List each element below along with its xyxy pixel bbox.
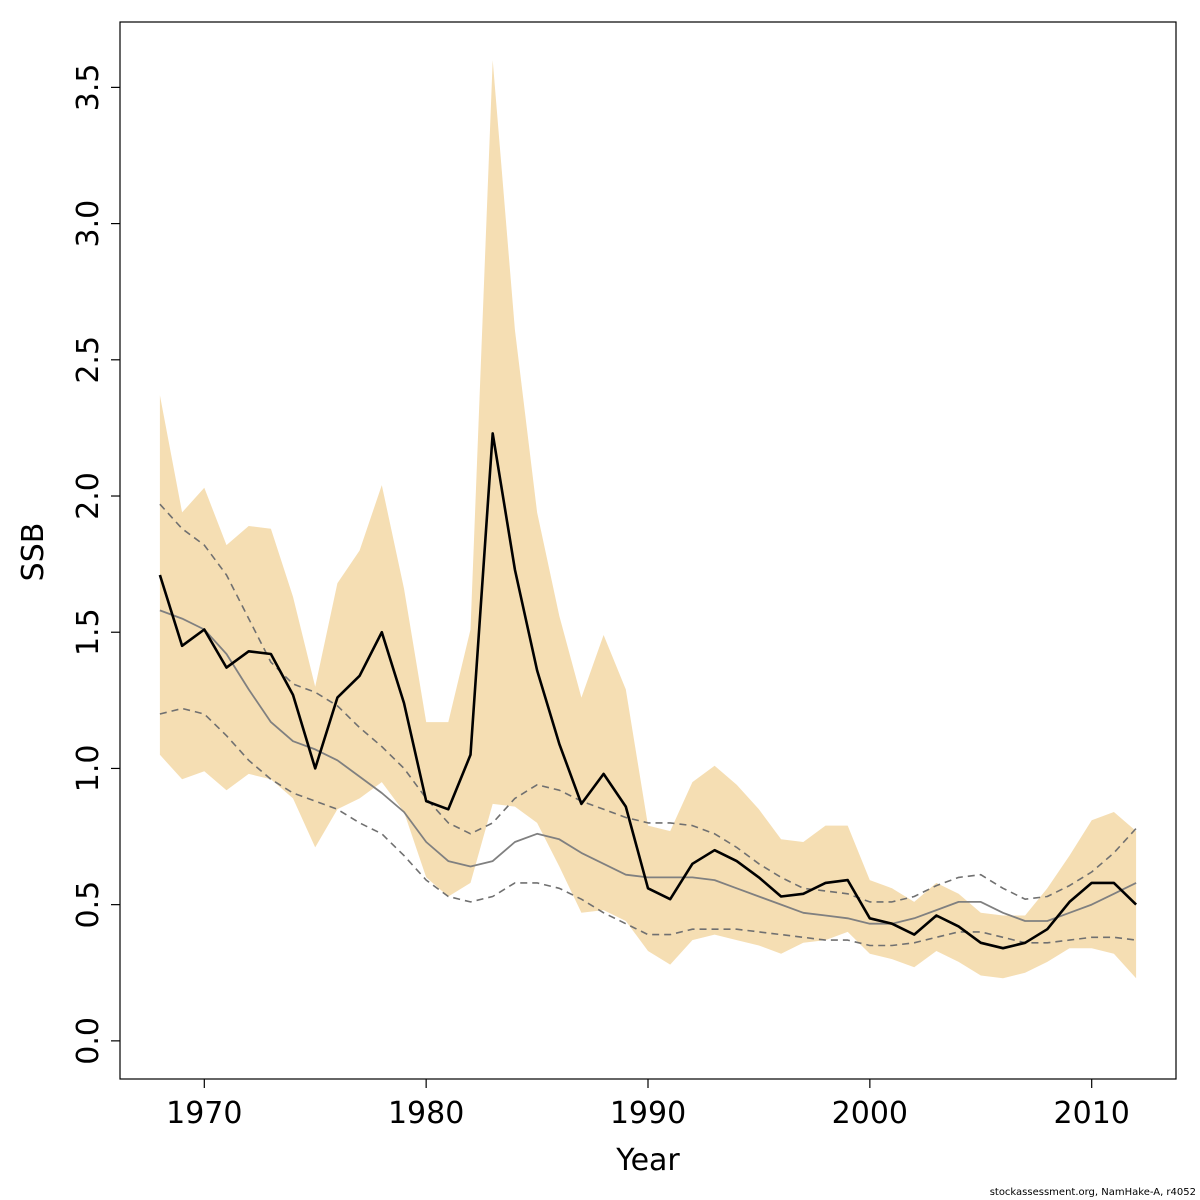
x-axis-title: Year <box>615 1143 680 1178</box>
upper-quantile-line <box>159 503 1137 903</box>
confidence-band <box>159 60 1137 979</box>
y-tick-label: 2.0 <box>71 472 106 520</box>
x-tick-label: 1990 <box>610 1096 686 1131</box>
lower-quantile-line <box>159 707 1137 947</box>
x-tick-label: 1970 <box>166 1096 242 1131</box>
y-tick-label: 3.5 <box>71 64 106 112</box>
y-axis-title: SSB <box>16 523 51 582</box>
estimate-line <box>158 432 1138 950</box>
axes: 1970 1980 1990 2000 2010 0.0 0.5 1.0 1.5 2.0 2.5 3.… <box>71 21 1177 1131</box>
y-tick-label: 3.0 <box>71 200 106 248</box>
x-tick-label: 2000 <box>832 1096 908 1131</box>
y-tick-label: 0.5 <box>71 881 106 929</box>
y-tick-label: 0.0 <box>71 1017 106 1065</box>
x-tick-label: 1980 <box>388 1096 464 1131</box>
median-line <box>159 609 1137 925</box>
y-tick-label: 1.0 <box>71 745 106 793</box>
y-tick-label: 2.5 <box>71 336 106 384</box>
y-tick-label: 1.5 <box>71 608 106 656</box>
plot-area <box>158 60 1138 979</box>
x-tick-label: 2010 <box>1054 1096 1130 1131</box>
credit-text: stockassessment.org, NamHake-A, r4052 <box>989 1187 1196 1198</box>
